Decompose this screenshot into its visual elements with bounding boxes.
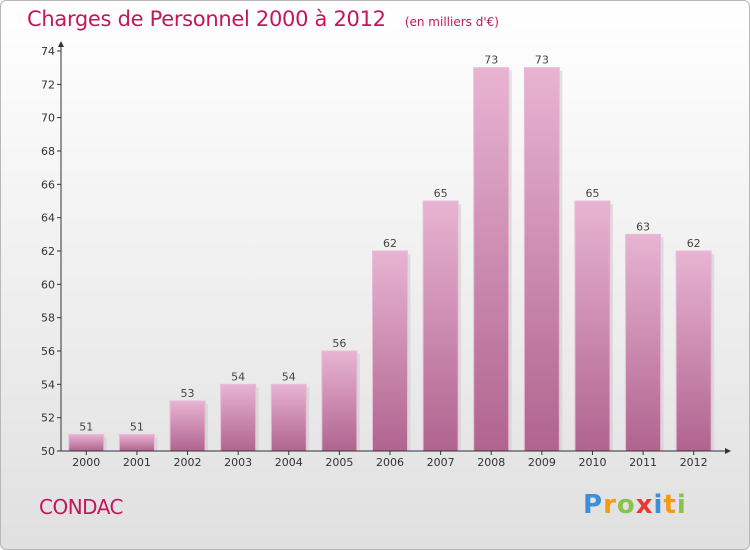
bar-value-label: 51 (130, 420, 144, 433)
bar-value-label: 53 (181, 387, 195, 400)
bar-value-label: 63 (636, 220, 650, 233)
x-tick-label: 2005 (325, 456, 353, 469)
x-tick-label: 2000 (72, 456, 100, 469)
bar-value-label: 54 (282, 370, 296, 383)
x-tick-label: 2012 (680, 456, 708, 469)
bar (270, 383, 307, 452)
y-tick-label: 60 (41, 278, 55, 291)
y-tick-label: 50 (41, 445, 55, 458)
x-tick-label: 2003 (224, 456, 252, 469)
bar (321, 350, 358, 452)
chart-subtitle: (en milliers d'€) (404, 15, 499, 29)
x-tick-label: 2010 (578, 456, 606, 469)
logo-letter: i (653, 490, 664, 520)
bar (625, 233, 662, 452)
bar-value-label: 73 (535, 54, 549, 67)
bar (574, 200, 611, 452)
bar-value-label: 62 (383, 237, 397, 250)
y-tick-label: 72 (41, 78, 55, 91)
x-tick-label: 2006 (376, 456, 404, 469)
x-tick-label: 2002 (174, 456, 202, 469)
bar (169, 400, 206, 452)
bars-group: 51 51 53 54 54 56 62 65 73 73 65 63 62 (68, 54, 715, 452)
bar (422, 200, 459, 452)
chart-title: Charges de Personnel 2000 à 2012 (27, 7, 386, 31)
bar-value-label: 51 (79, 420, 93, 433)
bar (473, 67, 510, 452)
bar (372, 250, 408, 452)
bar (675, 250, 712, 452)
y-tick-label: 56 (41, 345, 55, 358)
y-tick-label: 64 (41, 212, 55, 225)
y-tick-label: 68 (41, 145, 55, 158)
bar-value-label: 73 (484, 54, 498, 67)
title-block: Charges de Personnel 2000 à 2012 (en mil… (27, 7, 499, 31)
y-tick-label: 52 (41, 412, 55, 425)
logo-letter: i (676, 490, 687, 520)
y-tick-label: 54 (41, 378, 55, 391)
y-tick-label: 58 (41, 312, 55, 325)
bar (68, 433, 105, 452)
commune-name: CONDAC (39, 495, 124, 519)
y-axis-arrow (58, 41, 64, 47)
x-tick-label: 2011 (629, 456, 657, 469)
proxiti-logo: Proxiti (583, 490, 687, 520)
bar (523, 67, 560, 452)
logo-letter: o (616, 490, 636, 520)
logo-letter: P (583, 490, 604, 520)
bar-value-label: 65 (434, 187, 448, 200)
x-tick-label: 2008 (477, 456, 505, 469)
bar-value-label: 62 (687, 237, 701, 250)
x-axis-arrow (725, 448, 731, 454)
bar-value-label: 54 (231, 370, 245, 383)
bar (220, 383, 257, 452)
x-tick-label: 2001 (123, 456, 151, 469)
logo-letter: r (603, 490, 617, 520)
axes-group: 2000 2001 2002 2003 2004 2005 2006 2007 2008 2009… (41, 41, 731, 469)
logo-letter: t (663, 490, 677, 520)
logo-letter: x (635, 490, 654, 520)
bar-value-label: 56 (332, 337, 346, 350)
y-tick-label: 74 (41, 45, 55, 58)
y-tick-label: 66 (41, 178, 55, 191)
x-tick-label: 2007 (427, 456, 455, 469)
x-tick-label: 2004 (275, 456, 303, 469)
bar-value-label: 65 (585, 187, 599, 200)
y-tick-label: 70 (41, 112, 55, 125)
bar (118, 433, 155, 452)
y-tick-label: 62 (41, 245, 55, 258)
x-tick-label: 2009 (528, 456, 556, 469)
